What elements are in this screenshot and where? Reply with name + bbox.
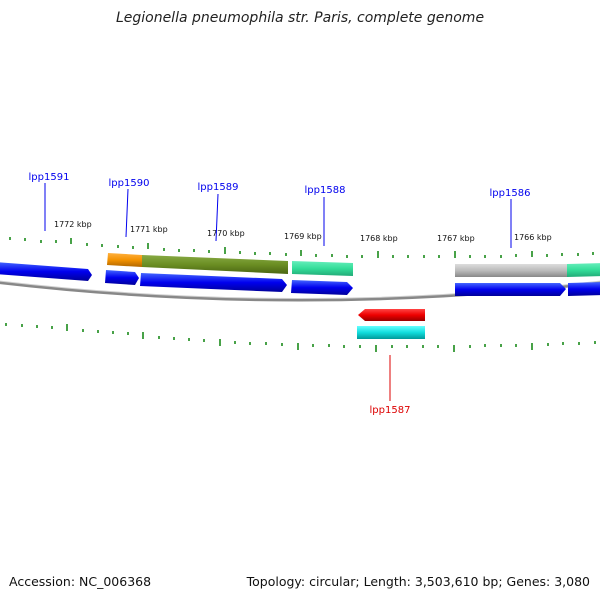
feature-bar-sea-green[interactable] — [567, 263, 600, 277]
gene-arrow-lpp1587[interactable] — [358, 309, 425, 321]
feature-bar-sea-green[interactable] — [292, 261, 353, 276]
gene-label-lpp1589[interactable]: lpp1589 — [198, 182, 239, 193]
feature-bar-cyan[interactable] — [357, 326, 425, 339]
gene-labels: lpp1591 lpp1590 lpp1589 lpp1588 lpp1586 … — [29, 172, 531, 416]
gene-arrow-lpp1591[interactable] — [0, 262, 92, 281]
feature-bar-gray[interactable] — [455, 264, 567, 277]
feature-track-outer — [107, 253, 600, 277]
ruler-label: 1767 kbp — [437, 234, 475, 243]
reverse-strand-genes — [357, 309, 425, 339]
forward-strand-genes — [0, 262, 600, 296]
feature-bar-olive[interactable] — [142, 255, 288, 274]
gene-arrow-lpp1589[interactable] — [140, 273, 287, 292]
gene-arrow-next[interactable] — [568, 282, 600, 296]
gene-label-lpp1588[interactable]: lpp1588 — [305, 185, 346, 196]
gene-label-lpp1591[interactable]: lpp1591 — [29, 172, 70, 183]
outer-ruler-ticks — [9, 237, 594, 258]
gene-label-lpp1590[interactable]: lpp1590 — [109, 178, 150, 189]
gene-arrow-lpp1590[interactable] — [105, 270, 139, 285]
feature-bar-orange[interactable] — [107, 253, 142, 267]
label-leaders — [44, 183, 512, 401]
accession-text: Accession: NC_006368 — [9, 574, 152, 589]
ruler-label: 1771 kbp — [130, 225, 168, 234]
genome-summary-text: Topology: circular; Length: 3,503,610 bp… — [246, 574, 590, 589]
gene-arrow-lpp1588[interactable] — [291, 280, 353, 295]
ruler-label: 1768 kbp — [360, 234, 398, 243]
ruler-label: 1769 kbp — [284, 232, 322, 241]
ruler-labels: 1772 kbp 1771 kbp 1770 kbp 1769 kbp 1768… — [54, 220, 552, 243]
ruler-label: 1770 kbp — [207, 229, 245, 238]
gene-label-lpp1587[interactable]: lpp1587 — [370, 405, 411, 416]
gene-arrow-lpp1586[interactable] — [455, 283, 566, 296]
map-title: Legionella pneumophila str. Paris, compl… — [115, 10, 485, 26]
ruler-label: 1772 kbp — [54, 220, 92, 229]
ruler-label: 1766 kbp — [514, 233, 552, 242]
inner-ruler-ticks — [5, 323, 596, 352]
gene-label-lpp1586[interactable]: lpp1586 — [490, 188, 531, 199]
